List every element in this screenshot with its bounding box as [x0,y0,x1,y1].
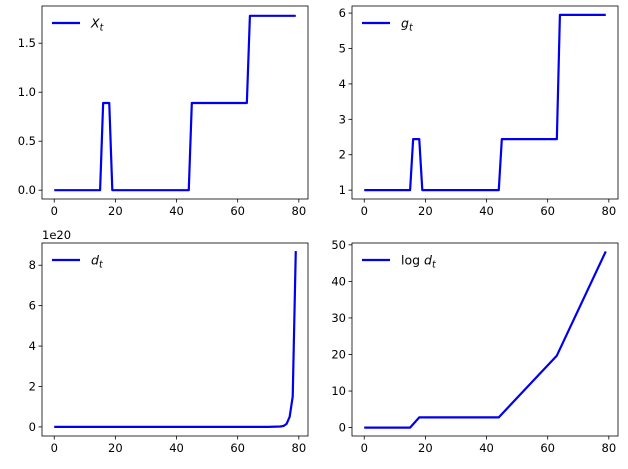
subplot-4: 0 20 40 60 80 0 10 20 30 40 50 log dt [331,238,619,455]
x-tick-label: 0 [361,441,368,455]
axes-frame [41,242,309,437]
y-tick-label: 0.5 [18,134,36,148]
y-tick-label: 20 [331,347,346,361]
y-tick-label: 40 [331,274,346,288]
y-tick-label: 30 [331,311,346,325]
series-line-1 [364,250,607,429]
y-tick-label: 0.0 [18,183,36,197]
x-tick-label: 0 [361,204,368,218]
x-tick-label: 80 [292,204,307,218]
y-tick-label: 50 [331,238,346,252]
x-tick-label: 80 [602,204,617,218]
y-tick-label: 2 [29,379,36,393]
series-line-1 [364,13,606,192]
legend-label: Xt [90,16,105,34]
y-tick-label: 1.5 [18,36,36,50]
x-tick-label: 80 [292,441,307,455]
x-tick-label: 60 [540,204,555,218]
x-tick-label: 0 [51,204,58,218]
x-tick-label: 40 [169,441,184,455]
y-tick-label: 0 [29,420,36,434]
subplot-1: 0 20 40 60 80 0.0 0.5 1.0 1.5 Xt [18,5,309,218]
y-tick-label: 0 [339,421,346,435]
legend-label: log dt [401,253,437,271]
legend: gt [362,16,414,34]
x-tick-label: 20 [108,204,123,218]
y-tick-label: 4 [339,77,346,91]
x-tick-label: 40 [169,204,184,218]
subplot-3: 0 20 40 60 80 0 2 4 6 8 1e20 dt [29,228,309,455]
x-tick-label: 60 [540,441,555,455]
legend: log dt [362,253,437,271]
y-tick-label: 2 [339,148,346,162]
legend: Xt [52,16,105,34]
y-tick-label: 3 [339,112,346,126]
x-tick-label: 60 [230,441,245,455]
legend: dt [52,253,104,271]
x-tick-label: 20 [418,204,433,218]
x-tick-label: 20 [418,441,433,455]
legend-label: gt [401,16,414,34]
series-line-1 [54,14,296,192]
y-tick-label: 8 [29,258,36,272]
x-tick-label: 40 [479,441,494,455]
x-tick-label: 0 [51,441,58,455]
y-offset-text: 1e20 [42,228,71,242]
y-tick-label: 5 [339,41,346,55]
subplot-2: 0 20 40 60 80 1 2 3 4 5 6 gt [339,5,619,218]
y-tick-label: 4 [29,339,36,353]
y-tick-label: 6 [29,299,36,313]
y-tick-label: 10 [331,384,346,398]
y-tick-label: 1.0 [18,85,36,99]
legend-label: dt [91,253,104,271]
axes-frame [41,5,309,200]
x-tick-label: 80 [602,441,617,455]
x-tick-label: 20 [108,441,123,455]
x-tick-label: 60 [230,204,245,218]
x-tick-label: 40 [479,204,494,218]
axes-frame [351,242,619,437]
axes-frame [351,5,619,200]
y-tick-label: 1 [339,183,346,197]
y-tick-label: 6 [339,6,346,20]
series-line-1 [54,251,297,429]
